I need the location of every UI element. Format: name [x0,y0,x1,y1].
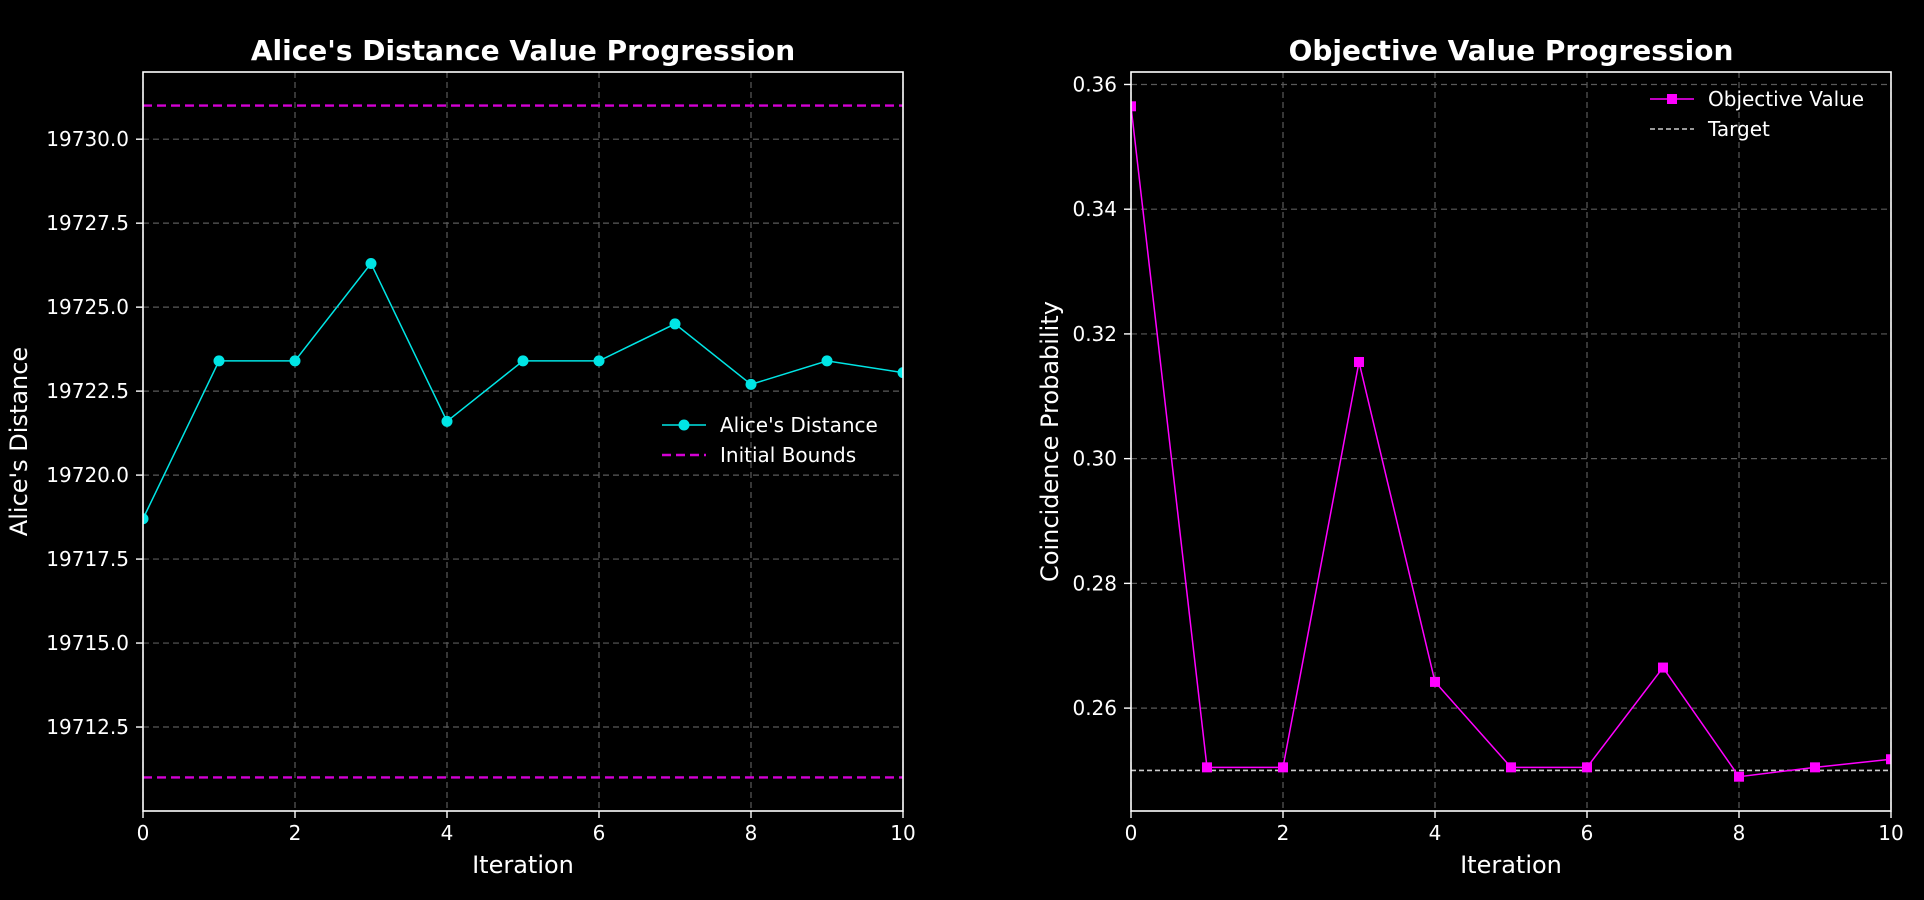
x-tick-label: 4 [1429,821,1442,845]
y-tick-label: 0.32 [1072,322,1117,346]
data-point [593,355,605,367]
x-tick-label: 6 [1581,821,1594,845]
data-point [1886,754,1891,765]
x-tick-label: 8 [1733,821,1746,845]
y-axis-label: Coincidence Probability [1036,301,1064,582]
chart-objective-value: 0 2 4 6 8 10 0.26 0.28 0.30 0.32 0.34 0.36 Objective… [1036,34,1904,879]
legend-swatch-marker [1667,94,1677,104]
chart-title: Alice's Distance Value Progression [251,34,795,67]
data-point [1658,662,1668,673]
data-point [745,378,757,390]
grid [142,72,904,811]
y-tick-label: 19722.5 [46,379,129,403]
data-point [517,355,529,367]
legend-label: Alice's Distance [720,413,878,437]
y-axis-label: Alice's Distance [5,347,33,536]
data-point [441,415,453,427]
data-point [1810,762,1820,773]
plot-area [1131,101,1891,782]
y-tick-label: 19715.0 [46,631,129,655]
data-point [1734,771,1744,782]
axes-frame [142,71,904,812]
y-tick-label: 0.28 [1072,571,1117,595]
legend-label: Target [1707,117,1770,141]
data-point [1506,762,1516,773]
axes-frame [1130,71,1892,812]
legend-swatch-marker [678,419,690,431]
data-point [1131,101,1136,112]
legend: Objective Value Target [1650,87,1864,141]
data-point [1202,762,1212,773]
series-line [1131,106,1891,778]
data-point [213,355,225,367]
legend-label: Objective Value [1708,87,1864,111]
x-tick-label: 0 [1125,821,1138,845]
data-point [289,355,301,367]
data-point [1278,762,1288,773]
x-tick-label: 2 [1277,821,1290,845]
data-point [1430,676,1440,687]
x-tick-label: 4 [441,821,454,845]
y-tick-label: 0.30 [1072,447,1117,471]
x-axis-label: Iteration [472,851,574,879]
data-point [897,367,903,379]
x-tick-label: 6 [593,821,606,845]
y-tick-label: 19712.5 [46,715,129,739]
chart-title: Objective Value Progression [1289,34,1734,67]
y-tick-label: 19720.0 [46,463,129,487]
data-point [821,355,833,367]
data-point [1354,356,1364,367]
y-tick-label: 19730.0 [46,127,129,151]
data-point [365,257,377,269]
chart-alice-distance: 0 2 4 6 8 10 19712.5 19715.0 19717.5 19720.0 19722… [5,34,916,879]
y-tick-label: 19725.0 [46,295,129,319]
x-tick-label: 10 [1878,821,1903,845]
y-tick-label: 0.34 [1072,197,1117,221]
x-tick-label: 8 [745,821,758,845]
x-tick-label: 10 [890,821,915,845]
legend: Alice's Distance Initial Bounds [662,413,878,467]
y-tick-label: 19727.5 [46,211,129,235]
grid [1130,72,1892,811]
y-tick-label: 0.26 [1072,696,1117,720]
data-point [1582,762,1592,773]
data-point [143,513,149,525]
plot-area [143,104,903,779]
x-axis-label: Iteration [1460,851,1562,879]
x-tick-label: 0 [137,821,150,845]
y-tick-label: 0.36 [1072,72,1117,96]
y-tick-label: 19717.5 [46,547,129,571]
legend-label: Initial Bounds [720,443,856,467]
data-point [669,318,681,330]
x-tick-label: 2 [289,821,302,845]
